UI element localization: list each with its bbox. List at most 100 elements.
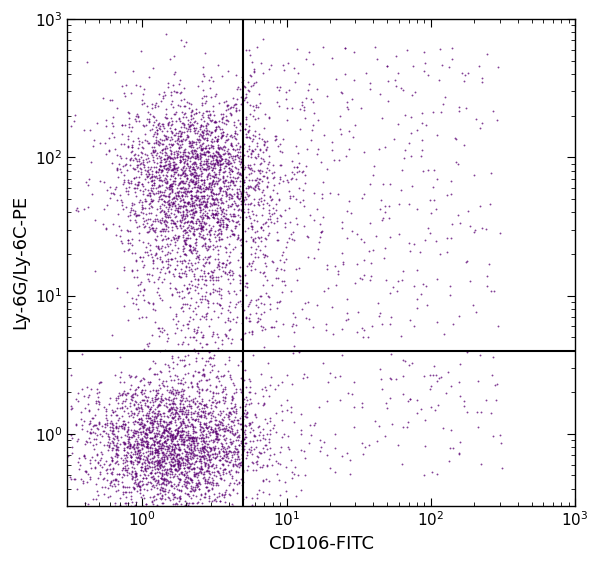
Point (259, 323, 268, 332)
Point (141, 442, 151, 451)
Point (206, 156, 215, 165)
Point (139, 285, 149, 294)
Point (190, 126, 200, 135)
Point (209, 266, 219, 275)
Point (152, 214, 161, 223)
Point (124, 389, 133, 398)
Point (153, 244, 163, 253)
Point (167, 245, 177, 254)
Point (167, 140, 177, 149)
Point (248, 235, 257, 244)
Point (133, 290, 143, 299)
Point (117, 421, 127, 430)
Point (129, 419, 139, 428)
Point (182, 208, 191, 217)
Point (177, 385, 187, 394)
Point (227, 142, 237, 151)
Point (254, 175, 263, 184)
Point (321, 319, 331, 328)
Point (70, 475, 79, 484)
Point (211, 117, 221, 126)
Point (155, 468, 164, 477)
Point (135, 453, 145, 462)
Point (162, 143, 172, 152)
Point (182, 223, 192, 232)
Point (195, 425, 205, 434)
Point (226, 201, 235, 210)
Point (163, 177, 172, 186)
Point (183, 478, 193, 487)
Point (198, 427, 208, 436)
Point (176, 437, 186, 446)
Point (203, 269, 213, 278)
Point (209, 350, 219, 359)
Point (252, 43, 262, 52)
Point (391, 51, 400, 60)
Point (128, 450, 138, 459)
Point (196, 205, 206, 214)
Point (232, 479, 242, 488)
Point (223, 215, 233, 224)
Point (109, 464, 118, 473)
Point (202, 118, 212, 127)
Point (202, 135, 212, 144)
Point (156, 414, 166, 423)
Point (197, 395, 207, 404)
Point (152, 446, 162, 455)
Point (486, 408, 496, 417)
Point (214, 168, 224, 177)
Point (137, 385, 146, 394)
Point (189, 344, 199, 353)
Point (155, 384, 164, 393)
Point (189, 469, 199, 478)
Point (338, 259, 348, 268)
Point (82, 437, 91, 446)
Point (380, 208, 390, 217)
Point (400, 111, 410, 120)
Point (286, 287, 296, 296)
Point (156, 155, 166, 164)
Point (162, 151, 172, 160)
Point (164, 429, 173, 438)
Point (183, 426, 193, 435)
Point (229, 156, 238, 165)
Point (166, 387, 176, 396)
Point (205, 237, 215, 246)
Point (127, 294, 137, 303)
Point (199, 187, 209, 196)
Point (221, 390, 231, 399)
Point (302, 231, 311, 240)
Point (206, 444, 216, 453)
Point (157, 119, 166, 128)
Point (169, 163, 178, 172)
Point (349, 133, 358, 142)
Point (296, 446, 306, 455)
Point (129, 399, 139, 408)
Point (156, 432, 166, 441)
Point (171, 222, 181, 231)
Point (106, 478, 115, 487)
Point (242, 283, 252, 292)
Point (223, 158, 232, 168)
Point (106, 183, 115, 192)
Point (169, 140, 178, 149)
Point (214, 246, 223, 255)
Point (166, 388, 176, 397)
Point (247, 169, 256, 178)
Point (184, 287, 194, 296)
Point (134, 481, 143, 490)
Point (189, 202, 199, 211)
Point (130, 187, 140, 196)
Point (163, 248, 172, 257)
Point (204, 258, 214, 267)
Point (238, 318, 247, 327)
Point (187, 169, 196, 178)
Point (112, 444, 122, 453)
Point (188, 209, 198, 218)
Point (202, 91, 211, 100)
Point (253, 456, 262, 465)
Point (218, 396, 227, 405)
Point (130, 153, 140, 162)
Point (187, 120, 197, 129)
Point (224, 159, 234, 168)
